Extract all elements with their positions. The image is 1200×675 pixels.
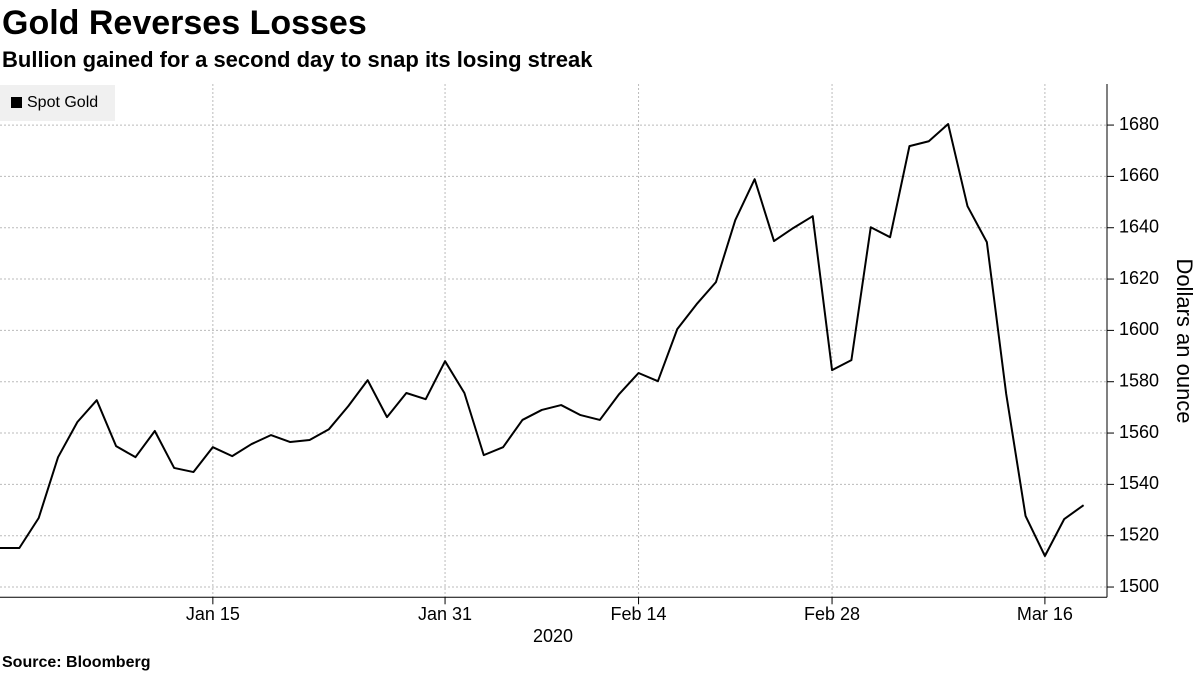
y-tick-label: 1520 [1119,524,1159,544]
y-tick-label: 1680 [1119,114,1159,134]
x-axis-label: 2020 [533,626,573,646]
legend-swatch [11,97,22,108]
line [0,123,1085,557]
y-tick-label: 1580 [1119,370,1159,390]
legend-label: Spot Gold [27,94,98,111]
y-tick-label: 1600 [1119,319,1159,339]
x-tick-label: Mar 16 [1017,604,1073,624]
y-axis-label: Dollars an ounce [1172,258,1197,423]
x-tick-label: Feb 28 [804,604,860,624]
chart-subtitle: Bullion gained for a second day to snap … [2,47,593,72]
y-tick-label: 1660 [1119,165,1159,185]
y-tick-label: 1640 [1119,216,1159,236]
x-tick-label: Jan 31 [418,604,472,624]
source: Source: Bloomberg [2,654,150,671]
y-tick-label: 1500 [1119,576,1159,596]
y-tick-label: 1540 [1119,473,1159,493]
y-tick-label: 1560 [1119,422,1159,442]
chart-title: Gold Reverses Losses [2,4,367,42]
x-tick-label: Feb 14 [611,604,667,624]
y-tick-label: 1620 [1119,268,1159,288]
x-tick-label: Jan 15 [186,604,240,624]
